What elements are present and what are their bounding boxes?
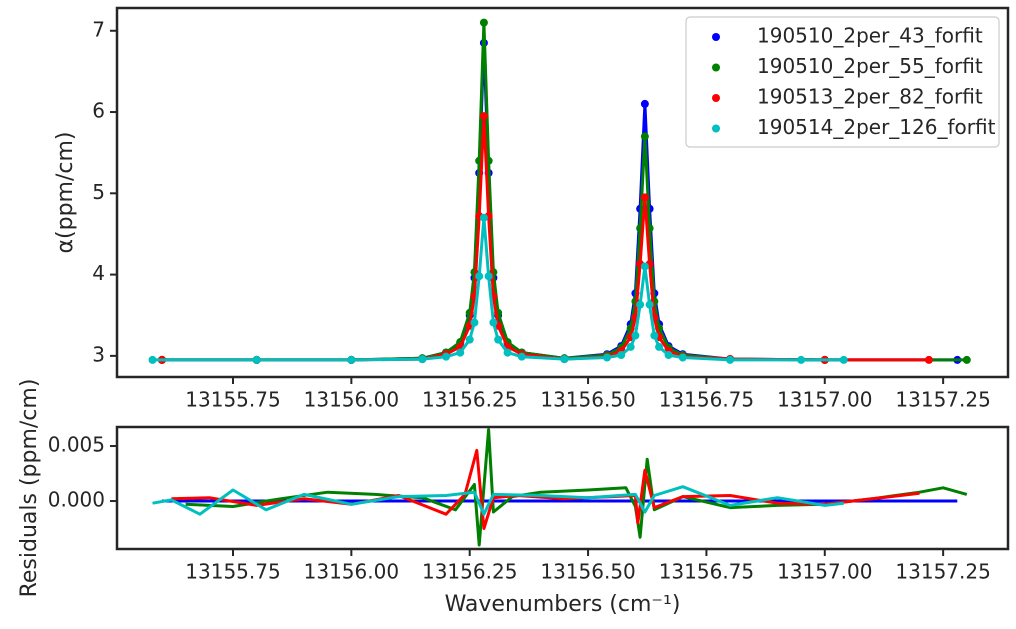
data-point [484,272,493,281]
data-point [655,342,664,351]
data-point [617,351,626,360]
data-point [640,262,649,271]
data-point [640,193,649,202]
x-tick-label: 13157.25 [895,388,990,412]
series-line [185,428,968,547]
x-tick-label: 13156.00 [304,560,399,584]
y-tick-label: 0.000 [48,488,105,512]
x-tick-label: 13156.50 [540,560,635,584]
legend-label: 190513_2per_82_forfit [757,85,983,109]
axes-frame [115,425,1010,551]
data-point [148,355,157,364]
legend-label: 190514_2per_126_forfit [757,115,996,139]
x-tick-label: 13156.50 [540,388,635,412]
data-point [640,99,649,108]
data-point [560,355,569,364]
x-tick-label: 13157.25 [895,560,990,584]
data-point [442,352,451,361]
plot-area [148,18,971,364]
legend-box [685,16,1000,148]
legend-label: 190510_2per_43_forfit [757,24,983,48]
series-line [162,114,929,362]
data-point [626,342,635,351]
data-point [678,353,687,362]
data-point [503,348,512,357]
x-tick-label: 13156.25 [422,388,517,412]
series-line [152,485,844,516]
y-tick-label: 6 [92,99,105,123]
data-point [489,318,498,327]
data-point [797,355,806,364]
data-point [726,355,735,364]
x-tick-label: 13157.00 [777,388,872,412]
data-point [456,348,465,357]
data-point [479,213,488,222]
data-point [839,355,848,364]
data-point [470,318,479,327]
data-point [924,355,933,364]
x-tick-label: 13156.25 [422,560,517,584]
series-line [171,448,920,530]
legend-marker [712,63,720,72]
data-point [645,300,654,309]
y-tick-label: 0.005 [48,433,105,457]
y-tick-label: 4 [92,261,105,285]
x-tick-label: 13155.75 [185,388,280,412]
data-point [418,355,427,364]
data-point [603,353,612,362]
data-point [347,355,356,364]
x-tick-label: 13156.75 [659,560,754,584]
legend-label: 190510_2per_55_forfit [757,54,983,78]
data-point [494,335,503,344]
x-tick-label: 13156.00 [304,388,399,412]
plot-area [152,428,968,547]
x-axis-label: Wavenumbers (cm⁻¹) [445,592,681,617]
data-point [631,331,640,340]
data-point [465,335,474,344]
y-tick-label: 3 [92,342,105,366]
legend-marker [712,33,720,41]
x-tick-label: 13156.75 [659,388,754,412]
data-point [479,112,488,121]
data-point [479,18,488,27]
data-point [640,132,649,141]
y-axis-label: α(ppm/cm) [53,132,78,254]
data-point [636,300,645,309]
data-point [962,355,971,364]
y-axis-label: Residuals (ppm/cm) [17,379,42,598]
data-point [664,351,673,360]
legend-marker [712,124,720,133]
y-tick-label: 7 [92,17,105,41]
data-point [517,352,526,361]
x-tick-label: 13157.00 [777,560,872,584]
data-point [650,331,659,340]
x-tick-label: 13155.75 [185,560,280,584]
legend-marker [712,94,720,102]
data-point [475,272,484,281]
y-tick-label: 5 [92,180,105,204]
data-point [252,355,261,364]
